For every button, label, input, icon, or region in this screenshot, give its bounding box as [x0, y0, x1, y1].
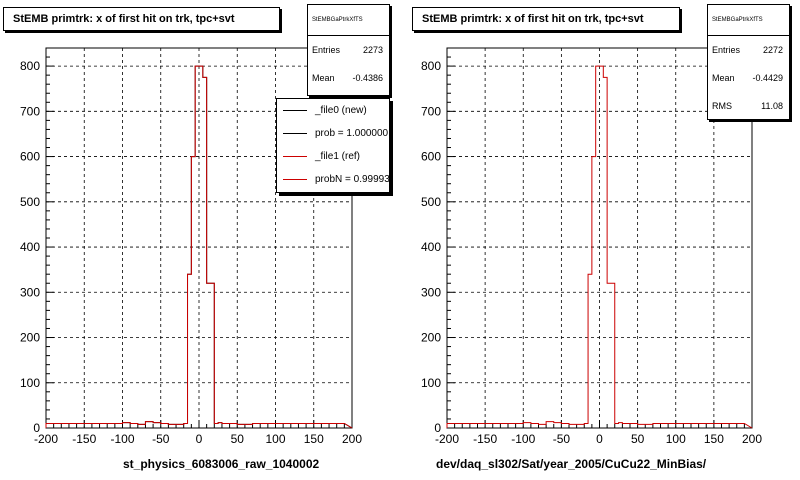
- left-entries-value: 2273: [362, 45, 383, 55]
- left-y-tick-label: 100: [20, 376, 40, 390]
- right-y-tick-label: 700: [421, 104, 441, 118]
- legend-line-ref: [283, 156, 307, 157]
- left-stats-box: StEMBGaPtrkXfTS Entries 2273 Mean -0.438…: [307, 4, 390, 96]
- left-x-tick-label: -150: [72, 432, 96, 446]
- right-plot-title: StEMB primtrk: x of first hit on trk, tp…: [412, 7, 680, 31]
- right-y-tick-label: 800: [421, 59, 441, 73]
- left-y-tick-label: 500: [20, 195, 40, 209]
- right-rms-value: 11.08: [761, 101, 783, 111]
- right-stats-box: StEMBGaPtrkXfTS Entries 2272 Mean -0.442…: [707, 4, 790, 120]
- left-y-tick-label: 600: [20, 150, 40, 164]
- right-y-tick-label: 500: [421, 195, 441, 209]
- left-y-tick-label: 700: [20, 104, 40, 118]
- right-y-tick-label: 400: [421, 240, 441, 254]
- left-x-tick-label: 150: [304, 432, 324, 446]
- right-mean-label: Mean: [712, 73, 735, 83]
- legend-entry-file0: _file0 (new): [277, 99, 389, 122]
- left-entries-label: Entries: [312, 45, 341, 55]
- right-x-tick-label: 200: [742, 432, 762, 446]
- left-y-tick-label: 800: [20, 59, 40, 73]
- right-x-axis-title: dev/daq_sl302/Sat/year_2005/CuCu22_MinBi…: [436, 457, 707, 471]
- left-x-tick-label: 0: [196, 432, 203, 446]
- right-stats-entries-row: Entries 2272: [708, 36, 789, 64]
- legend-line-probn: [283, 179, 307, 180]
- right-x-tick-label: 50: [631, 432, 645, 446]
- left-stats-mean-row: Mean -0.4386: [308, 64, 389, 92]
- left-x-tick-label: 50: [231, 432, 245, 446]
- left-x-tick-label: -50: [152, 432, 170, 446]
- right-stats-mean-row: Mean -0.4429: [708, 64, 789, 92]
- left-stats-entries-row: Entries 2273: [308, 36, 389, 64]
- legend-label-prob: prob = 1.000000: [315, 128, 389, 139]
- right-y-tick-label: 200: [421, 331, 441, 345]
- left-mean-label: Mean: [312, 73, 335, 83]
- right-x-tick-label: 0: [596, 432, 603, 446]
- legend-entry-probn: probN = 0.999930: [277, 168, 389, 191]
- right-entries-label: Entries: [712, 45, 741, 55]
- right-stats-rms-row: RMS 11.08: [708, 92, 789, 120]
- legend-line-new: [283, 110, 307, 111]
- right-y-tick-label: 0: [434, 421, 441, 435]
- right-x-tick-label: -200: [435, 432, 459, 446]
- right-rms-label: RMS: [712, 101, 732, 111]
- legend-entry-prob: prob = 1.000000: [277, 122, 389, 145]
- left-legend: _file0 (new) prob = 1.000000 _file1 (ref…: [276, 98, 390, 193]
- left-x-tick-label: -200: [34, 432, 58, 446]
- right-y-tick-label: 300: [421, 285, 441, 299]
- left-y-tick-label: 400: [20, 240, 40, 254]
- right-x-tick-label: -100: [511, 432, 535, 446]
- right-y-tick-label: 600: [421, 150, 441, 164]
- right-histogram-series-0: [446, 65, 753, 429]
- left-histogram-series-1: [45, 65, 353, 429]
- left-x-axis-title: st_physics_6083006_raw_1040002: [123, 457, 320, 471]
- legend-label-file1: _file1 (ref): [315, 151, 361, 162]
- left-y-tick-label: 300: [20, 285, 40, 299]
- right-mean-value: -0.4429: [752, 73, 783, 83]
- legend-label-probn: probN = 0.999930: [315, 174, 390, 185]
- left-x-tick-label: 100: [265, 432, 285, 446]
- legend-entry-file1: _file1 (ref): [277, 145, 389, 168]
- right-x-tick-label: 150: [704, 432, 724, 446]
- left-x-tick-label: -100: [110, 432, 134, 446]
- left-x-tick-label: 200: [342, 432, 362, 446]
- legend-line-prob: [283, 133, 307, 134]
- right-x-tick-label: -50: [553, 432, 571, 446]
- right-x-tick-label: 100: [666, 432, 686, 446]
- left-y-tick-label: 0: [33, 421, 40, 435]
- left-plot-title: StEMB primtrk: x of first hit on trk, tp…: [3, 7, 280, 31]
- left-y-tick-label: 200: [20, 331, 40, 345]
- right-y-tick-label: 100: [421, 376, 441, 390]
- right-entries-value: 2272: [762, 45, 783, 55]
- left-stats-name: StEMBGaPtrkXfTS: [308, 5, 389, 36]
- right-stats-name: StEMBGaPtrkXfTS: [708, 5, 789, 36]
- left-mean-value: -0.4386: [352, 73, 383, 83]
- right-x-tick-label: -150: [473, 432, 497, 446]
- legend-label-file0: _file0 (new): [315, 105, 367, 116]
